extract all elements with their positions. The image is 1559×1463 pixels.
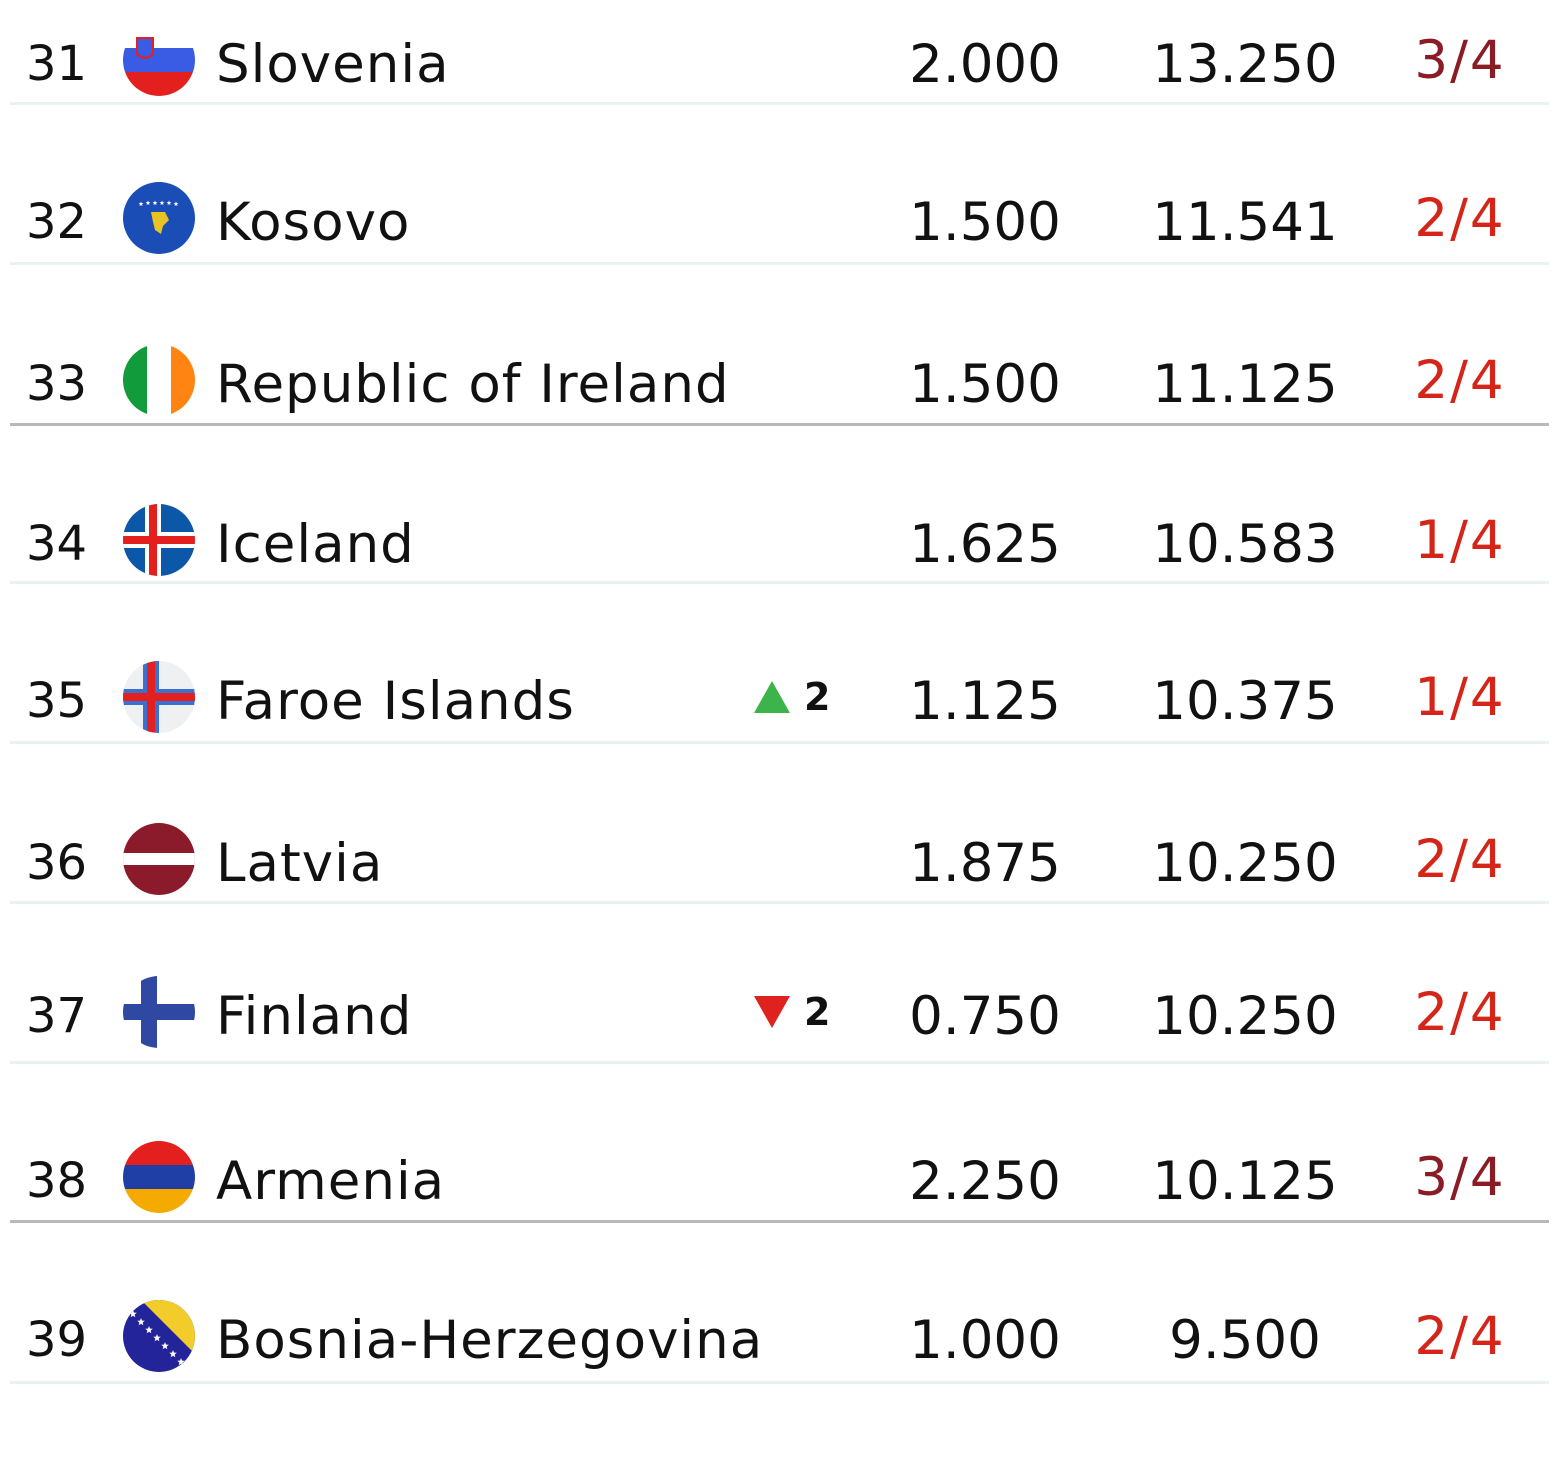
country-name[interactable]: Armenia xyxy=(216,1151,446,1212)
row-divider xyxy=(10,1381,1549,1384)
section-divider xyxy=(10,423,1549,426)
ratio-value: 3/4 xyxy=(1414,1147,1506,1208)
value-secondary: 11.541 xyxy=(1152,192,1338,253)
ireland-flag-icon xyxy=(123,344,195,416)
ratio-value: 2/4 xyxy=(1414,1306,1506,1367)
country-name[interactable]: Republic of Ireland xyxy=(216,354,730,415)
ratio-value: 2/4 xyxy=(1414,829,1506,890)
rank-change: 2 xyxy=(752,677,842,717)
country-name[interactable]: Bosnia-Herzegovina xyxy=(216,1310,764,1371)
value-secondary: 9.500 xyxy=(1169,1310,1321,1371)
row-divider xyxy=(10,262,1549,265)
ratio-value: 1/4 xyxy=(1414,510,1506,571)
rank-number: 33 xyxy=(26,356,88,412)
row-divider xyxy=(10,741,1549,744)
table-row[interactable]: 35 Faroe Islands 2 1.125 10.375 1/4 xyxy=(0,661,1559,824)
value-primary: 1.500 xyxy=(909,192,1061,253)
rank-number: 36 xyxy=(26,835,88,891)
row-divider xyxy=(10,901,1549,904)
rank-number: 34 xyxy=(26,516,88,572)
value-primary: 0.750 xyxy=(909,986,1061,1047)
value-primary: 1.000 xyxy=(909,1310,1061,1371)
row-divider xyxy=(10,102,1549,105)
slovenia-flag-icon xyxy=(123,24,195,96)
table-row[interactable]: 38 Armenia 2.250 10.125 3/4 xyxy=(0,1141,1559,1304)
value-primary: 2.250 xyxy=(909,1151,1061,1212)
country-name[interactable]: Faroe Islands xyxy=(216,671,575,732)
ratio-value: 2/4 xyxy=(1414,188,1506,249)
section-divider xyxy=(10,1220,1549,1223)
ratio-value: 3/4 xyxy=(1414,30,1506,91)
value-secondary: 10.375 xyxy=(1152,671,1338,732)
value-primary: 1.625 xyxy=(909,514,1061,575)
ratio-value: 1/4 xyxy=(1414,667,1506,728)
value-primary: 1.125 xyxy=(909,671,1061,732)
rank-number: 31 xyxy=(26,36,88,92)
value-primary: 1.875 xyxy=(909,833,1061,894)
rank-change-amount: 2 xyxy=(804,990,831,1034)
value-primary: 1.500 xyxy=(909,354,1061,415)
armenia-flag-icon xyxy=(123,1141,195,1213)
ratio-value: 2/4 xyxy=(1414,350,1506,411)
country-name[interactable]: Latvia xyxy=(216,833,384,894)
latvia-flag-icon xyxy=(123,823,195,895)
value-secondary: 13.250 xyxy=(1152,34,1338,95)
table-row[interactable]: 36 Latvia 1.875 10.250 2/4 xyxy=(0,823,1559,986)
rank-change: 2 xyxy=(752,992,842,1032)
ratio-value: 2/4 xyxy=(1414,982,1506,1043)
row-divider xyxy=(10,1061,1549,1064)
table-row[interactable]: 32 Kosovo 1.500 11.541 2/4 xyxy=(0,182,1559,345)
country-name[interactable]: Iceland xyxy=(216,514,415,575)
iceland-flag-icon xyxy=(123,504,195,576)
faroe-islands-flag-icon xyxy=(123,661,195,733)
bosnia-herzegovina-flag-icon xyxy=(123,1300,195,1372)
value-secondary: 11.125 xyxy=(1152,354,1338,415)
table-row[interactable]: 39 Bosnia-Herzegovina 1.000 9.500 2/4 xyxy=(0,1300,1559,1463)
table-row[interactable]: 34 Iceland 1.625 10.583 1/4 xyxy=(0,504,1559,667)
rank-number: 38 xyxy=(26,1153,88,1209)
value-primary: 2.000 xyxy=(909,34,1061,95)
arrow-up-icon xyxy=(754,681,790,713)
arrow-down-icon xyxy=(754,996,790,1028)
value-secondary: 10.250 xyxy=(1152,833,1338,894)
row-divider xyxy=(10,581,1549,584)
value-secondary: 10.250 xyxy=(1152,986,1338,1047)
rank-number: 39 xyxy=(26,1312,88,1368)
country-name[interactable]: Kosovo xyxy=(216,192,411,253)
value-secondary: 10.125 xyxy=(1152,1151,1338,1212)
rank-change-amount: 2 xyxy=(804,675,831,719)
finland-flag-icon xyxy=(123,976,195,1048)
table-row[interactable]: 31 Slovenia 2.000 13.250 3/4 xyxy=(0,24,1559,187)
rank-number: 32 xyxy=(26,194,88,250)
table-row[interactable]: 37 Finland 2 0.750 10.250 2/4 xyxy=(0,976,1559,1139)
rank-number: 37 xyxy=(26,988,88,1044)
country-name[interactable]: Finland xyxy=(216,986,413,1047)
country-name[interactable]: Slovenia xyxy=(216,34,450,95)
kosovo-flag-icon xyxy=(123,182,195,254)
rank-number: 35 xyxy=(26,673,88,729)
value-secondary: 10.583 xyxy=(1152,514,1338,575)
table-row[interactable]: 33 Republic of Ireland 1.500 11.125 2/4 xyxy=(0,344,1559,507)
